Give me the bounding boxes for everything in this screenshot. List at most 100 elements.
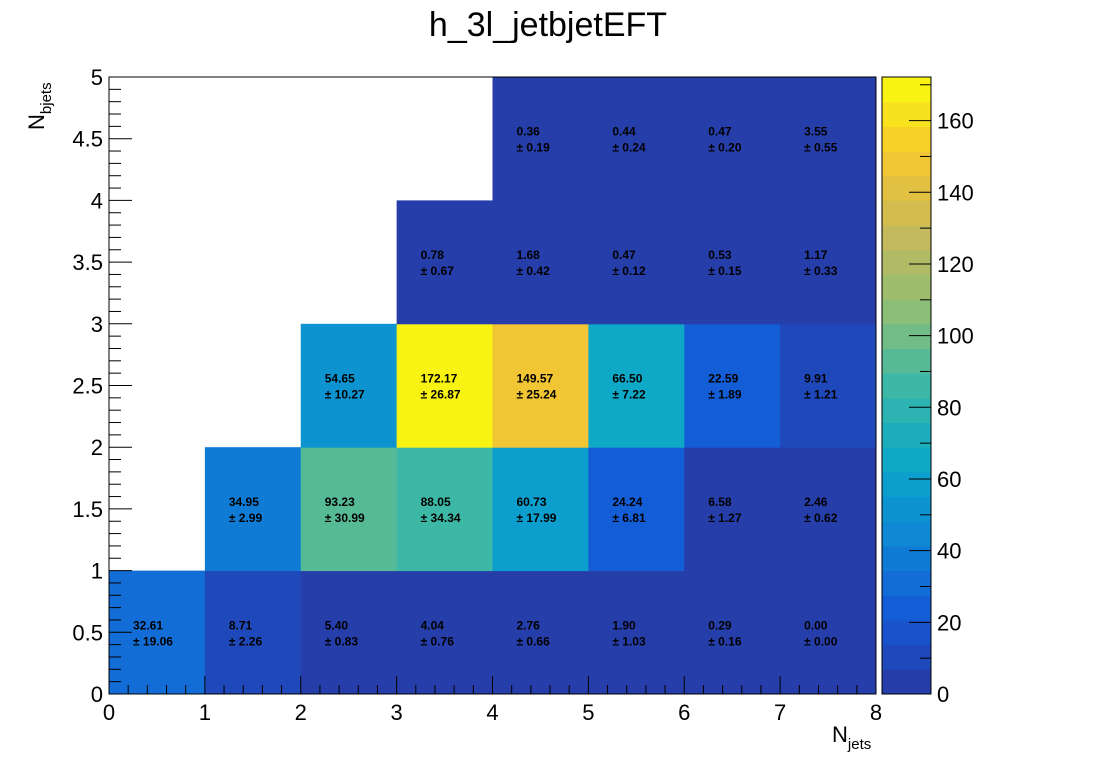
colorbar-band — [882, 225, 931, 251]
heatmap-cells — [109, 77, 877, 695]
cell-value-label: 60.73 — [517, 495, 547, 509]
x-tick-label: 7 — [774, 700, 786, 725]
heatmap-cell — [204, 447, 302, 572]
x-tick-label: 6 — [678, 700, 690, 725]
y-axis-label: Nbjets — [24, 82, 55, 130]
x-tick-label: 5 — [582, 700, 594, 725]
colorbar-band — [882, 397, 931, 424]
heatmap-cell — [300, 570, 398, 695]
cell-error-label: ± 1.89 — [708, 388, 742, 402]
heatmap-cell — [396, 570, 493, 695]
cell-value-label: 172.17 — [421, 372, 458, 386]
cell-error-label: ± 1.27 — [708, 511, 742, 525]
cell-error-label: ± 6.81 — [612, 511, 646, 525]
cell-value-label: 149.57 — [517, 372, 554, 386]
cell-error-label: ± 2.26 — [229, 634, 263, 648]
cell-error-label: ± 0.12 — [612, 264, 646, 278]
heatmap-cell — [396, 323, 493, 448]
y-tick-label: 3.5 — [72, 250, 103, 275]
x-axis: 0 1 2 3 4 5 6 7 8 — [103, 676, 882, 725]
colorbar-band — [882, 373, 931, 399]
colorbar-band — [882, 619, 931, 646]
cell-value-label: 66.50 — [612, 372, 642, 386]
colorbar-tick-label: 60 — [937, 467, 961, 492]
cell-value-label: 2.46 — [804, 495, 828, 509]
cell-value-label: 1.17 — [804, 248, 828, 262]
colorbar-band — [882, 545, 931, 572]
x-tick-label: 3 — [391, 700, 403, 725]
x-tick-label: 1 — [199, 700, 211, 725]
cell-value-label: 24.24 — [612, 495, 642, 509]
colorbar-band — [882, 126, 931, 152]
cell-error-label: ± 30.99 — [325, 511, 365, 525]
colorbar-band — [882, 669, 931, 695]
cell-error-label: ± 0.15 — [708, 264, 742, 278]
colorbar: 0 20 40 60 80 100 120 140 160 — [881, 76, 974, 707]
heatmap-cell — [492, 77, 589, 201]
colorbar-band — [882, 447, 931, 473]
colorbar-band — [882, 471, 931, 498]
cell-error-label: ± 0.16 — [708, 634, 742, 648]
heatmap-cell — [492, 570, 589, 695]
heatmap-cell — [588, 570, 685, 695]
cell-value-label: 0.36 — [517, 125, 541, 139]
colorbar-band — [882, 175, 931, 201]
cell-value-label: 4.04 — [421, 618, 445, 632]
heatmap-cell — [300, 323, 398, 448]
cell-error-label: ± 7.22 — [612, 388, 646, 402]
cell-value-label: 32.61 — [133, 618, 163, 632]
heatmap-cell — [396, 447, 493, 572]
heatmap-cell — [780, 200, 877, 325]
colorbar-band — [882, 323, 931, 349]
y-tick-label: 4.5 — [72, 127, 103, 152]
colorbar-band — [882, 496, 931, 522]
heatmap-cell — [780, 447, 877, 572]
heatmap-cell — [204, 570, 302, 695]
y-tick-label: 0 — [91, 682, 103, 707]
y-tick-label: 4 — [91, 188, 103, 213]
y-axis-label-main: N — [24, 114, 49, 130]
heatmap-cell — [588, 77, 685, 201]
colorbar-tick-label: 20 — [937, 610, 961, 635]
heatmap-cell — [588, 323, 685, 448]
colorbar-tick-label: 140 — [937, 180, 974, 205]
y-tick-label: 2.5 — [72, 374, 103, 399]
cell-value-label: 5.40 — [325, 618, 349, 632]
cell-error-label: ± 1.03 — [612, 634, 646, 648]
colorbar-band — [882, 644, 931, 670]
y-axis: 0 0.5 1 1.5 2 2.5 3 3.5 4 4.5 5 — [72, 65, 132, 707]
heatmap-cell — [588, 200, 685, 325]
cell-value-label: 0.44 — [612, 125, 636, 139]
x-tick-label: 0 — [103, 700, 115, 725]
cell-error-label: ± 0.20 — [708, 141, 742, 155]
cell-value-label: 88.05 — [421, 495, 451, 509]
cell-error-label: ± 2.99 — [229, 511, 263, 525]
y-axis-label-sub: bjets — [38, 82, 55, 114]
heatmap-cell — [780, 570, 877, 695]
colorbar-band — [882, 299, 931, 325]
cell-error-label: ± 0.55 — [804, 141, 838, 155]
x-axis-label-main: N — [832, 722, 848, 747]
colorbar-band — [882, 274, 931, 300]
cell-error-label: ± 0.62 — [804, 511, 838, 525]
cell-error-label: ± 34.34 — [421, 511, 461, 525]
y-tick-label: 3 — [91, 312, 103, 337]
cell-value-label: 22.59 — [708, 372, 738, 386]
colorbar-band — [882, 521, 931, 547]
cell-error-label: ± 0.42 — [517, 264, 551, 278]
cell-error-label: ± 0.76 — [421, 634, 455, 648]
colorbar-tick-label: 120 — [937, 252, 974, 277]
heatmap-cell — [684, 323, 781, 448]
colorbar-band — [882, 422, 931, 448]
colorbar-tick-label: 0 — [937, 682, 949, 707]
colorbar-band — [882, 249, 931, 275]
cell-value-label: 0.78 — [421, 248, 445, 262]
x-axis-label: Njets — [832, 722, 871, 753]
colorbar-tick-label: 160 — [937, 109, 974, 134]
cell-error-label: ± 0.19 — [517, 141, 551, 155]
y-tick-label: 0.5 — [72, 620, 103, 645]
cell-error-label: ± 0.66 — [517, 634, 551, 648]
cell-error-label: ± 19.06 — [133, 634, 173, 648]
heatmap-cell — [396, 200, 493, 325]
